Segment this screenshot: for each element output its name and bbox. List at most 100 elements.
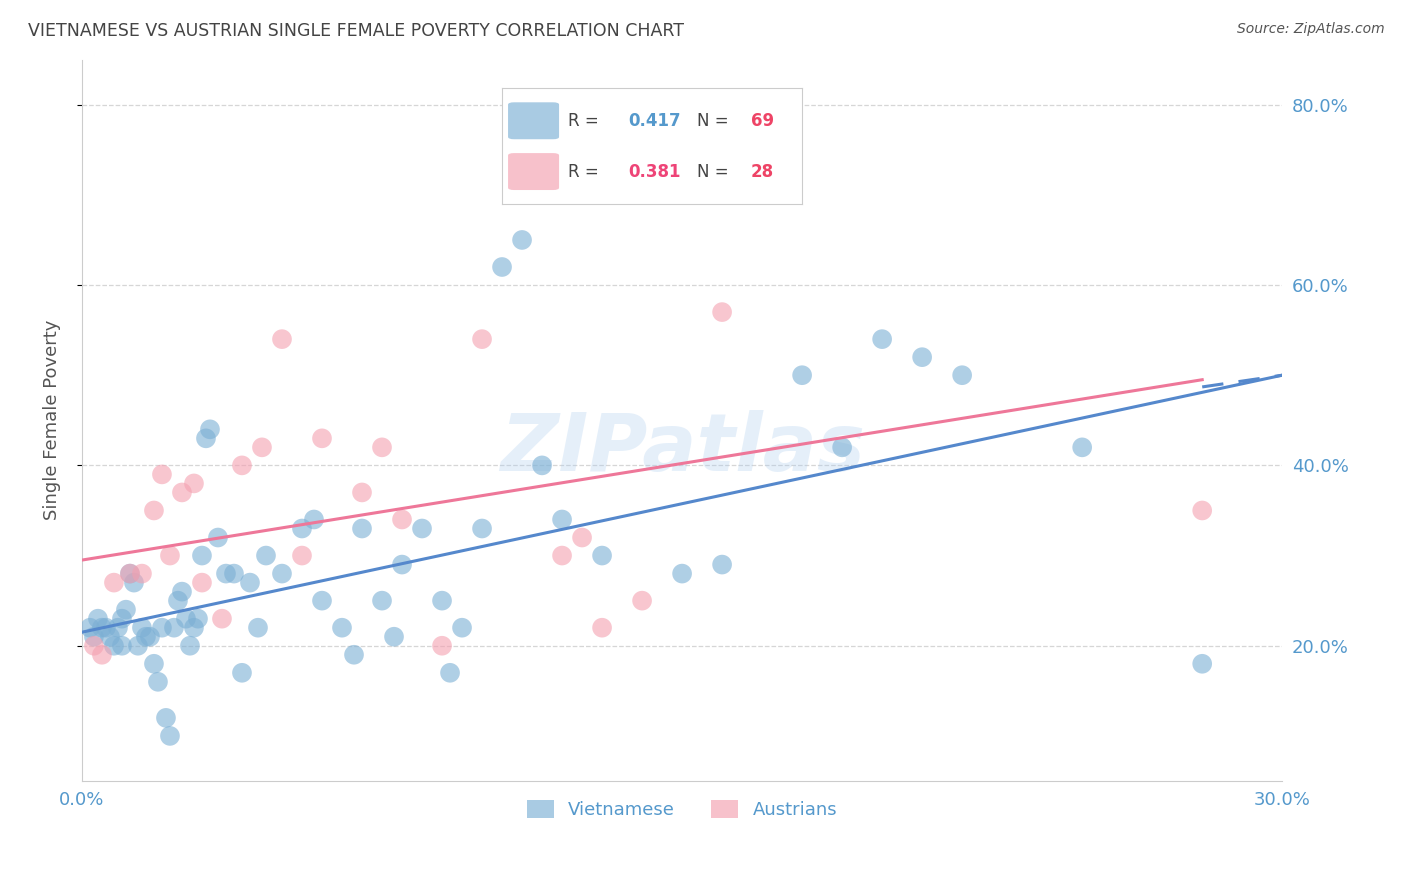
Point [163,621,186,635]
Point [195,431,218,445]
Point [83,639,105,653]
Y-axis label: Single Female Poverty: Single Female Poverty [44,320,60,521]
Point [179,639,201,653]
Point [91,621,114,635]
Point [411,521,433,535]
Point [271,332,294,346]
Point [291,521,314,535]
Point [371,593,394,607]
Point [510,233,533,247]
Point [430,593,453,607]
Point [79,621,101,635]
Point [174,612,197,626]
Point [571,531,593,545]
Point [111,612,134,626]
Point [231,665,253,680]
Point [127,639,149,653]
Point [143,503,166,517]
Point [591,549,613,563]
Point [83,630,105,644]
Point [103,639,125,653]
Point [170,485,193,500]
Text: Source: ZipAtlas.com: Source: ZipAtlas.com [1237,22,1385,37]
Point [115,602,138,616]
Point [471,332,494,346]
Point [191,549,214,563]
Point [183,476,205,491]
Point [143,657,166,671]
Point [246,621,269,635]
Point [551,512,574,526]
Point [1191,657,1213,671]
Point [311,593,333,607]
Point [1071,441,1094,455]
Point [111,639,134,653]
Point [98,630,121,644]
Point [146,674,169,689]
Point [271,566,294,581]
Point [87,612,110,626]
Point [371,441,394,455]
Point [107,621,129,635]
Point [330,621,353,635]
Point [191,575,214,590]
Point [350,521,373,535]
Point [831,441,853,455]
Point [155,711,177,725]
Point [94,621,117,635]
Point [215,566,238,581]
Point [250,441,273,455]
Point [302,512,325,526]
Point [291,549,314,563]
Point [631,178,654,193]
Point [391,512,413,526]
Point [103,575,125,590]
Point [451,621,474,635]
Point [343,648,366,662]
Point [198,422,221,436]
Point [711,558,734,572]
Point [1191,503,1213,517]
Point [471,521,494,535]
Point [671,566,693,581]
Point [711,305,734,319]
Point [591,621,613,635]
Point [311,431,333,445]
Point [870,332,893,346]
Point [239,575,262,590]
Text: ZIPatlas: ZIPatlas [499,410,865,488]
Point [391,558,413,572]
Point [439,665,461,680]
Point [430,639,453,653]
Point [207,531,229,545]
Point [159,729,181,743]
Point [131,621,153,635]
Point [150,467,173,482]
Point [531,458,554,473]
Point [631,593,654,607]
Point [122,575,145,590]
Point [491,260,513,274]
Point [150,621,173,635]
Point [211,612,233,626]
Point [135,630,157,644]
Point [139,630,162,644]
Text: VIETNAMESE VS AUSTRIAN SINGLE FEMALE POVERTY CORRELATION CHART: VIETNAMESE VS AUSTRIAN SINGLE FEMALE POV… [28,22,685,40]
Legend: Vietnamese, Austrians: Vietnamese, Austrians [520,792,845,826]
Point [118,566,141,581]
Point [159,549,181,563]
Point [911,350,934,364]
Point [167,593,190,607]
Point [254,549,277,563]
Point [350,485,373,500]
Point [183,621,205,635]
Point [131,566,153,581]
Point [170,584,193,599]
Point [222,566,245,581]
Point [231,458,253,473]
Point [950,368,973,383]
Point [118,566,141,581]
Point [382,630,405,644]
Point [551,549,574,563]
Point [790,368,813,383]
